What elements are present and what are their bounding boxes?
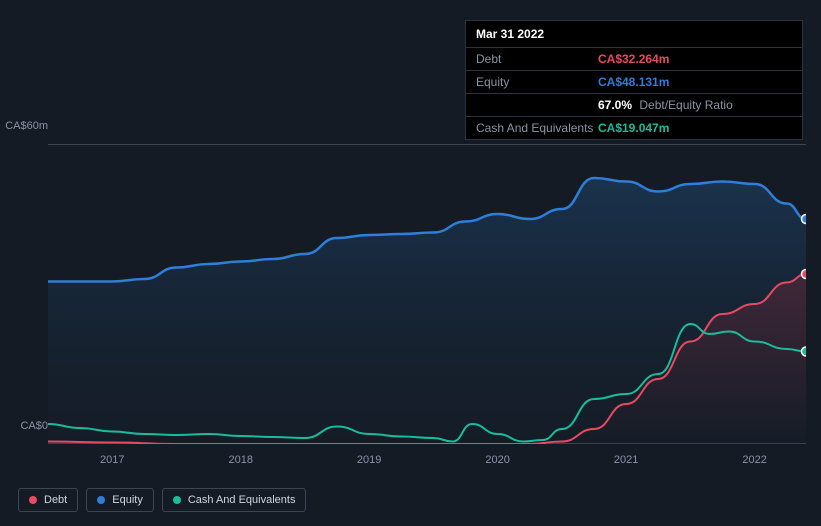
legend-label: Debt bbox=[44, 494, 67, 506]
cash-end-marker bbox=[802, 347, 807, 356]
legend-label: Cash And Equivalents bbox=[188, 494, 296, 506]
tooltip-equity-value: CA$48.131m bbox=[598, 75, 669, 89]
legend-label: Equity bbox=[112, 494, 143, 506]
y-tick-bottom: CA$0 bbox=[4, 420, 48, 432]
tooltip-ratio-value: 67.0% Debt/Equity Ratio bbox=[598, 98, 733, 112]
legend: Debt Equity Cash And Equivalents bbox=[18, 488, 306, 512]
tooltip-row-ratio: 67.0% Debt/Equity Ratio bbox=[466, 94, 802, 117]
x-tick: 2017 bbox=[100, 454, 124, 466]
legend-item-cash[interactable]: Cash And Equivalents bbox=[162, 488, 307, 512]
tooltip-ratio-pct: 67.0% bbox=[598, 98, 632, 112]
y-tick-top: CA$60m bbox=[4, 120, 48, 132]
legend-dot-icon bbox=[173, 496, 181, 504]
legend-dot-icon bbox=[29, 496, 37, 504]
legend-item-debt[interactable]: Debt bbox=[18, 488, 78, 512]
legend-dot-icon bbox=[97, 496, 105, 504]
tooltip-row-debt: Debt CA$32.264m bbox=[466, 48, 802, 71]
tooltip-ratio-label: Debt/Equity Ratio bbox=[639, 98, 732, 112]
tooltip-debt-label: Debt bbox=[476, 52, 598, 66]
equity-end-marker bbox=[802, 215, 807, 224]
x-tick: 2021 bbox=[614, 454, 638, 466]
x-tick: 2019 bbox=[357, 454, 381, 466]
chart-container: CA$60m CA$0 201720182019202020212022 bbox=[18, 124, 808, 469]
chart-plot[interactable] bbox=[48, 144, 806, 444]
x-tick: 2020 bbox=[485, 454, 509, 466]
tooltip-ratio-spacer bbox=[476, 98, 598, 112]
x-tick: 2022 bbox=[742, 454, 766, 466]
tooltip-date: Mar 31 2022 bbox=[466, 21, 802, 48]
chart-tooltip: Mar 31 2022 Debt CA$32.264m Equity CA$48… bbox=[465, 20, 803, 140]
x-tick: 2018 bbox=[228, 454, 252, 466]
tooltip-debt-value: CA$32.264m bbox=[598, 52, 669, 66]
debt-end-marker bbox=[802, 270, 807, 279]
legend-item-equity[interactable]: Equity bbox=[86, 488, 154, 512]
tooltip-equity-label: Equity bbox=[476, 75, 598, 89]
x-axis: 2017 2018 2019 2020 2021 2022 bbox=[48, 446, 806, 466]
tooltip-row-equity: Equity CA$48.131m bbox=[466, 71, 802, 94]
